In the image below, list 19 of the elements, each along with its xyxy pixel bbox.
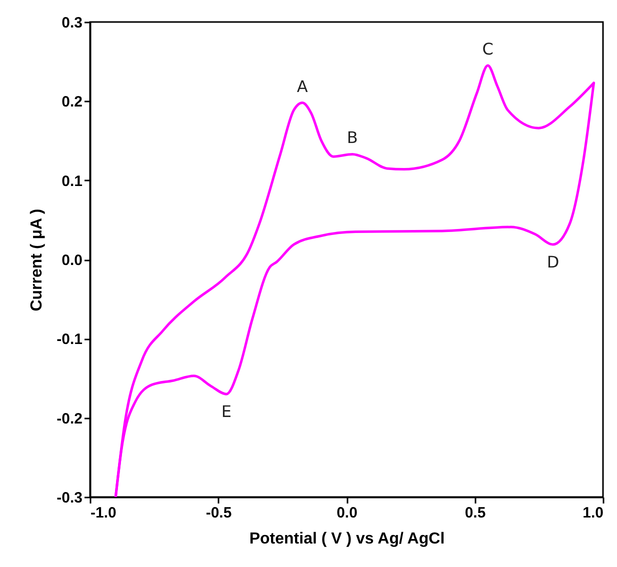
x-tick-label: -1.0 [90, 504, 116, 522]
annotation: A [296, 76, 308, 96]
x-tick-label: 0.0 [336, 504, 358, 522]
annotation: E [221, 402, 232, 422]
x-tick-label: -0.5 [206, 504, 232, 522]
annotation: C [482, 40, 494, 59]
y-tick-label: 0.1 [62, 172, 82, 190]
y-tick-label: -0.2 [56, 410, 82, 428]
y-tick-label: 0.2 [62, 94, 82, 111]
y-tick-label: -0.3 [56, 490, 82, 506]
annotation: B [346, 128, 358, 148]
y-tick-label: 0.0 [62, 252, 82, 269]
annotation: D [546, 252, 560, 272]
y-tick-label: 0.3 [62, 14, 82, 32]
x-axis-title: Potential ( V ) vs Ag/ AgCl [249, 530, 445, 548]
x-tick-label: 0.5 [464, 504, 486, 522]
y-tick-label: -0.1 [56, 331, 82, 348]
x-tick-label: 1.0 [582, 504, 604, 522]
y-axis-title: Current ( μA ) [28, 208, 46, 312]
